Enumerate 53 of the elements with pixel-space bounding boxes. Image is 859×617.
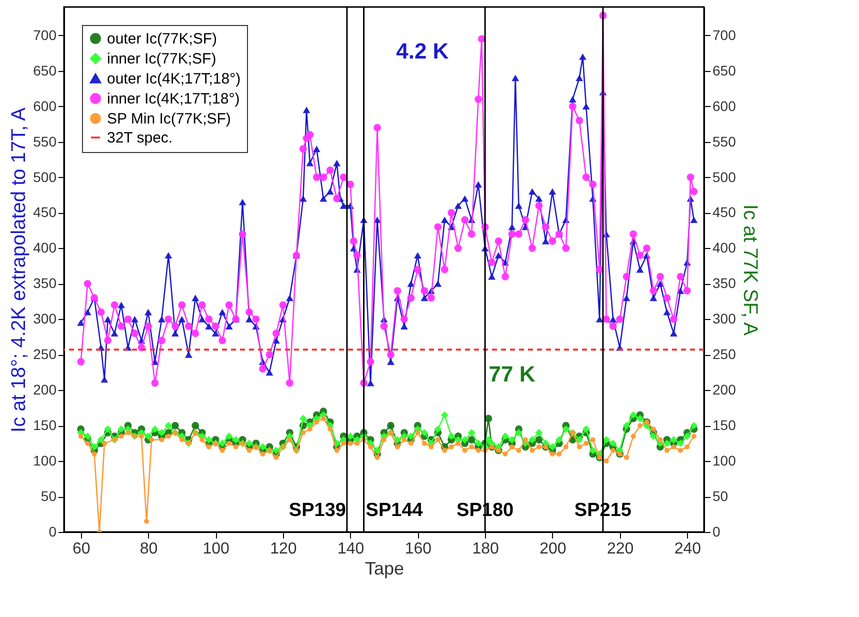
legend-label: outer Ic(77K;SF) — [107, 30, 218, 48]
legend-label: 32T spec. — [107, 130, 173, 146]
x-tick-label: 80 — [140, 540, 158, 558]
y-axis-title: Ic at 18°; 4.2K extrapolated to 17T, A — [8, 106, 30, 432]
y-tick-label: 350 — [33, 275, 57, 292]
y2-tick-label: 600 — [712, 98, 736, 114]
x-tick-label: 120 — [270, 540, 297, 558]
y2-axis-title: Ic at 77K SF, A — [738, 204, 761, 336]
y2-tick-label: 650 — [712, 62, 736, 78]
y-tick-label: 400 — [33, 240, 57, 256]
annotation: 4.2 K — [396, 38, 449, 64]
y2-tick-label: 450 — [712, 204, 736, 220]
x-tick-label: 180 — [472, 540, 499, 558]
legend-label: inner Ic(77K;SF) — [107, 50, 216, 68]
y-tick-label: 100 — [33, 452, 57, 469]
y2-tick-label: 350 — [712, 275, 736, 292]
y2-tick-label: 500 — [712, 168, 736, 185]
y-tick-label: 250 — [33, 346, 57, 362]
y2-tick-label: 50 — [712, 488, 728, 504]
y2-tick-label: 250 — [712, 346, 736, 362]
ref-line-label: SP139 — [288, 500, 346, 521]
y2-tick-label: 100 — [712, 452, 736, 469]
y-tick-label: 600 — [33, 98, 57, 114]
y2-tick-label: 300 — [712, 310, 736, 327]
y2-tick-label: 200 — [712, 382, 736, 398]
y-tick-label: 0 — [48, 524, 57, 540]
y-tick-label: 450 — [33, 204, 57, 220]
x-tick-label: 240 — [674, 540, 702, 558]
x-axis-title: Tape — [364, 558, 404, 578]
y-tick-label: 650 — [33, 62, 57, 78]
y2-tick-label: 400 — [712, 240, 736, 256]
x-tick-label: 140 — [337, 540, 364, 558]
legend-label: outer Ic(4K;17T;18°) — [107, 70, 241, 88]
legend-label: inner Ic(4K;17T;18°) — [107, 90, 240, 108]
y2-tick-label: 150 — [712, 417, 736, 434]
y-tick-label: 300 — [33, 310, 57, 327]
x-tick-label: 220 — [606, 540, 634, 558]
y-tick-label: 150 — [33, 417, 57, 434]
annotation: 77 K — [488, 362, 536, 386]
y2-tick-label: 700 — [712, 26, 736, 43]
x-tick-label: 200 — [540, 540, 566, 558]
y-tick-label: 700 — [33, 26, 57, 43]
y-tick-label: 550 — [33, 133, 57, 150]
y-tick-label: 500 — [33, 168, 57, 185]
x-tick-label: 160 — [404, 540, 432, 558]
x-tick-label: 100 — [202, 540, 230, 558]
y-tick-label: 200 — [33, 382, 57, 398]
ref-line-label: SP144 — [366, 500, 424, 521]
x-tick-label: 60 — [72, 540, 90, 558]
y2-tick-label: 550 — [712, 133, 736, 150]
legend-label: SP Min Ic(77K;SF) — [107, 110, 231, 128]
y2-tick-label: 0 — [712, 524, 720, 540]
y-tick-label: 50 — [40, 488, 57, 504]
